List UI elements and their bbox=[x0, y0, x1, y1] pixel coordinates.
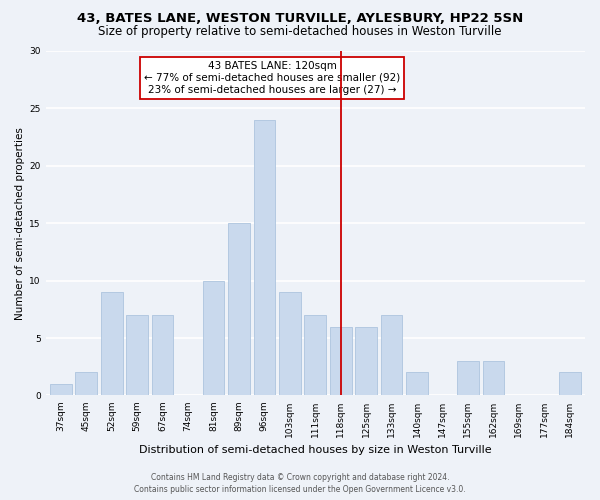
Bar bbox=[50, 384, 71, 396]
Bar bbox=[279, 292, 301, 396]
Text: Size of property relative to semi-detached houses in Weston Turville: Size of property relative to semi-detach… bbox=[98, 25, 502, 38]
Bar bbox=[203, 280, 224, 396]
Bar bbox=[406, 372, 428, 396]
Bar bbox=[457, 361, 479, 396]
Bar bbox=[559, 372, 581, 396]
Bar bbox=[228, 223, 250, 396]
Bar bbox=[254, 120, 275, 396]
Text: 43, BATES LANE, WESTON TURVILLE, AYLESBURY, HP22 5SN: 43, BATES LANE, WESTON TURVILLE, AYLESBU… bbox=[77, 12, 523, 26]
Bar bbox=[330, 326, 352, 396]
X-axis label: Distribution of semi-detached houses by size in Weston Turville: Distribution of semi-detached houses by … bbox=[139, 445, 491, 455]
Bar bbox=[355, 326, 377, 396]
Bar bbox=[152, 315, 173, 396]
Bar bbox=[304, 315, 326, 396]
Bar bbox=[127, 315, 148, 396]
Bar bbox=[76, 372, 97, 396]
Bar bbox=[381, 315, 403, 396]
Bar bbox=[101, 292, 122, 396]
Y-axis label: Number of semi-detached properties: Number of semi-detached properties bbox=[15, 127, 25, 320]
Text: Contains HM Land Registry data © Crown copyright and database right 2024.
Contai: Contains HM Land Registry data © Crown c… bbox=[134, 472, 466, 494]
Bar bbox=[482, 361, 504, 396]
Text: 43 BATES LANE: 120sqm
← 77% of semi-detached houses are smaller (92)
23% of semi: 43 BATES LANE: 120sqm ← 77% of semi-deta… bbox=[144, 62, 400, 94]
